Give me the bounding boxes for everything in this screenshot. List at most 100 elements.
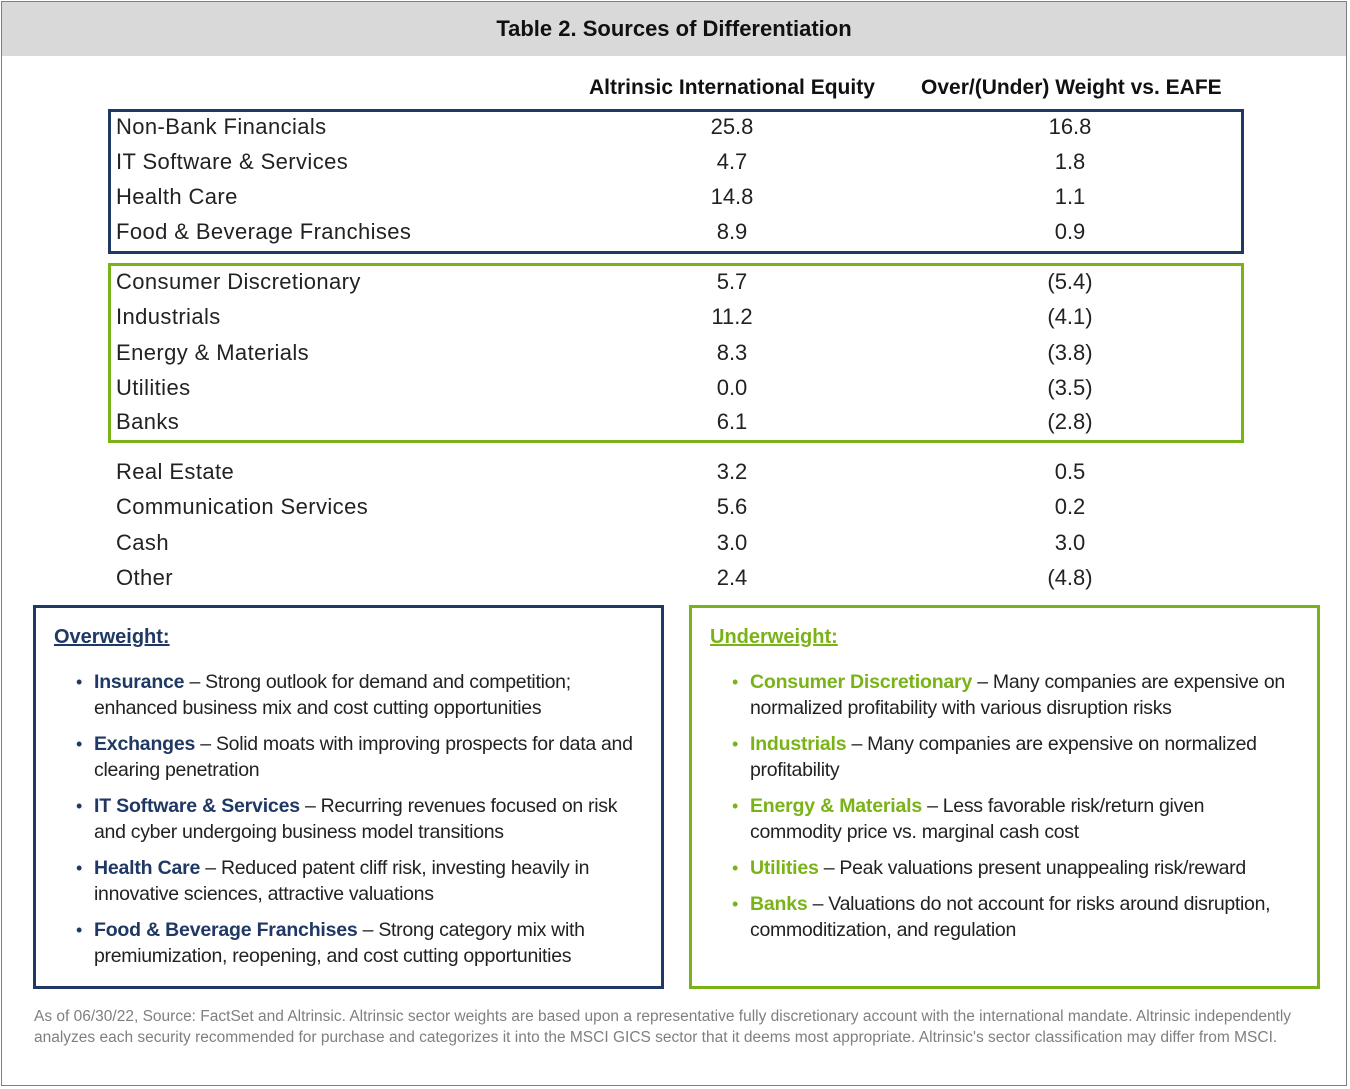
sector-name: Other [116,565,174,590]
bullet-icon: • [76,858,83,878]
bullet-icon: • [732,858,739,878]
portfolio-weight: 25.8 [710,114,754,139]
note-term: Insurance [94,671,185,693]
underweight-heading: Underweight: [710,626,838,648]
list-item: • Banks – Valuations do not account for … [732,891,1299,943]
note-term: Health Care [94,857,201,879]
note-text: – Peak valuations present unappealing ri… [818,857,1246,879]
relative-weight: 0.9 [1054,219,1086,244]
table-row: Consumer Discretionary 5.7 (5.4) [116,267,1236,302]
sector-name: Cash [116,530,169,555]
relative-weight: (3.8) [1047,340,1093,365]
bullet-icon: • [732,672,739,692]
note-text: – Less favorable risk/return given commo… [750,795,1205,843]
relative-weight: 0.2 [1054,494,1086,519]
sector-name: IT Software & Services [116,149,349,174]
note-text: – Many companies are expensive on normal… [750,733,1257,781]
note-term: Industrials [750,733,847,755]
sector-name: Utilities [116,375,191,400]
underweight-notes-box: Underweight: • Consumer Discretionary – … [689,605,1320,989]
note-text: – Recurring revenues focused on risk and… [94,795,618,843]
overweight-notes-box: Overweight: • Insurance – Strong outlook… [33,605,664,989]
portfolio-weight: 6.1 [716,409,748,434]
relative-weight: (5.4) [1047,269,1093,294]
note-text: – Strong outlook for demand and competit… [94,671,571,719]
table-row: Food & Beverage Franchises 8.9 0.9 [116,217,1236,252]
bullet-icon: • [76,796,83,816]
relative-weight: (2.8) [1047,409,1093,434]
note-term: Food & Beverage Franchises [94,919,358,941]
note-text: – Solid moats with improving prospects f… [94,733,633,781]
list-item: • Utilities – Peak valuations present un… [732,855,1299,881]
sector-name: Consumer Discretionary [116,269,361,294]
sector-name: Health Care [116,184,238,209]
table-row: Cash 3.0 3.0 [116,528,1236,563]
portfolio-weight: 11.2 [711,304,753,329]
table-row: Banks 6.1 (2.8) [116,407,1236,442]
table-title: Table 2. Sources of Differentiation [2,2,1346,56]
portfolio-weight: 3.2 [716,459,748,484]
note-term: Banks [750,893,808,915]
table-row: IT Software & Services 4.7 1.8 [116,147,1236,182]
list-item: • Insurance – Strong outlook for demand … [76,669,643,721]
relative-weight: 16.8 [1048,114,1092,139]
table-row: Non-Bank Financials 25.8 16.8 [116,112,1236,147]
relative-weight: (4.1) [1047,304,1093,329]
list-item: • IT Software & Services – Recurring rev… [76,793,643,845]
portfolio-weight: 5.7 [716,269,748,294]
column-header-over-under: Over/(Under) Weight vs. EAFE [921,76,1222,99]
relative-weight: 1.1 [1054,184,1086,209]
list-item: • Food & Beverage Franchises – Strong ca… [76,917,643,969]
note-text: – Reduced patent cliff risk, investing h… [94,857,590,905]
list-item: • Consumer Discretionary – Many companie… [732,669,1299,721]
table-row: Real Estate 3.2 0.5 [116,457,1236,492]
portfolio-weight: 3.0 [716,530,748,555]
list-item: • Industrials – Many companies are expen… [732,731,1299,783]
table-row: Health Care 14.8 1.1 [116,182,1236,217]
bullet-icon: • [732,894,739,914]
relative-weight: (4.8) [1047,565,1093,590]
bullet-icon: • [76,920,83,940]
source-footnote: As of 06/30/22, Source: FactSet and Altr… [34,1008,1292,1046]
portfolio-weight: 14.8 [710,184,754,209]
sector-name: Real Estate [116,459,235,484]
portfolio-weight: 8.3 [716,340,748,365]
table-row: Utilities 0.0 (3.5) [116,373,1236,408]
underweight-group-box [108,263,1244,443]
list-item: • Energy & Materials – Less favorable ri… [732,793,1299,845]
relative-weight: (3.5) [1047,375,1093,400]
note-text: – Valuations do not account for risks ar… [750,893,1271,941]
portfolio-weight: 2.4 [716,565,748,590]
note-term: Consumer Discretionary [750,671,973,693]
note-term: IT Software & Services [94,795,300,817]
portfolio-weight: 5.6 [716,494,748,519]
sector-name: Banks [116,409,180,434]
table-row: Communication Services 5.6 0.2 [116,492,1236,527]
relative-weight: 0.5 [1054,459,1086,484]
overweight-heading: Overweight: [54,626,170,648]
sector-name: Non-Bank Financials [116,114,327,139]
underweight-list: • Consumer Discretionary – Many companie… [710,669,1299,943]
column-header-altrinsic: Altrinsic International Equity [589,76,875,99]
note-term: Utilities [750,857,819,879]
bullet-icon: • [76,734,83,754]
portfolio-weight: 4.7 [716,149,748,174]
sector-name: Communication Services [116,494,369,519]
relative-weight: 1.8 [1054,149,1086,174]
portfolio-weight: 0.0 [716,375,748,400]
table-row: Other 2.4 (4.8) [116,563,1236,598]
relative-weight: 3.0 [1054,530,1086,555]
bullet-icon: • [76,672,83,692]
list-item: • Exchanges – Solid moats with improving… [76,731,643,783]
note-term: Exchanges [94,733,196,755]
list-item: • Health Care – Reduced patent cliff ris… [76,855,643,907]
bullet-icon: • [732,734,739,754]
overweight-list: • Insurance – Strong outlook for demand … [54,669,643,969]
sector-name: Food & Beverage Franchises [116,219,412,244]
note-term: Energy & Materials [750,795,922,817]
portfolio-weight: 8.9 [716,219,748,244]
bullet-icon: • [732,796,739,816]
sector-name: Energy & Materials [116,340,310,365]
overweight-group-box [108,109,1244,254]
